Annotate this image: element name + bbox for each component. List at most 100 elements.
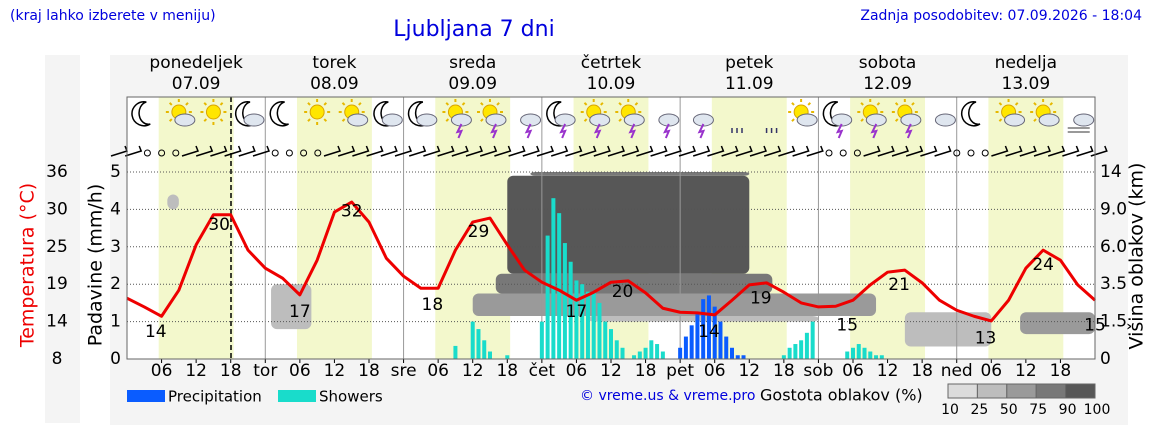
temperature-label: 17: [566, 302, 588, 322]
cloud-scale-bin: [1007, 384, 1036, 398]
precip-bar: [793, 344, 797, 359]
precip-bar: [546, 236, 550, 359]
day-date: 09.09: [448, 74, 497, 94]
precip-bar: [799, 340, 803, 359]
cloud: [417, 114, 437, 126]
day-name: nedelja: [995, 53, 1057, 73]
day-date: 08.09: [310, 74, 359, 94]
day-name: sreda: [449, 53, 496, 73]
precip-bar: [649, 340, 653, 359]
cloud: [797, 114, 817, 126]
x-tick-label: ned: [941, 361, 973, 381]
precip-bar: [597, 303, 601, 359]
cloud-scale-label: 90: [1059, 402, 1077, 418]
temperature-label: 29: [468, 222, 490, 242]
legend-swatch: [278, 390, 316, 402]
precip-bar: [632, 355, 636, 359]
temperature-tick-label: 19: [46, 274, 68, 294]
precip-bar: [644, 348, 648, 359]
legend-label: Showers: [319, 388, 383, 406]
y2-tick-label: 3.5: [1100, 274, 1127, 294]
cloud: [382, 114, 402, 126]
precip-bar: [782, 355, 786, 359]
day-name: sobota: [859, 53, 917, 73]
x-tick-label: 06: [704, 361, 726, 381]
precip-bar: [863, 348, 867, 359]
temperature-axis-label: Temperatura (°C): [17, 183, 39, 348]
temperature-tick-label: 30: [46, 199, 68, 219]
precip-bar: [730, 348, 734, 359]
y-tick-label: 1: [110, 312, 121, 332]
x-tick-label: sob: [803, 361, 833, 381]
temperature-label: 13: [975, 329, 997, 349]
temperature-label: 21: [888, 275, 910, 295]
precip-bar: [505, 355, 509, 359]
x-tick-label: čet: [529, 361, 556, 381]
precip-bar: [615, 340, 619, 359]
sun: [310, 105, 324, 119]
y-axis-label: Padavine (mm/h): [85, 184, 107, 347]
x-tick-label: 06: [289, 361, 311, 381]
precip-bar: [655, 344, 659, 359]
day-date: 12.09: [863, 74, 912, 94]
cloud: [1005, 114, 1025, 126]
x-tick-label: 18: [496, 361, 518, 381]
x-tick-label: 06: [427, 361, 449, 381]
temperature-label: 32: [341, 202, 363, 222]
precip-bar: [471, 322, 475, 359]
temperature-tick-label: 14: [46, 312, 68, 332]
precip-bar: [603, 322, 607, 359]
cloud: [1074, 114, 1094, 126]
x-tick-label: 12: [877, 361, 899, 381]
precip-bar: [609, 329, 613, 359]
precip-bar: [736, 355, 740, 359]
precip-bar: [678, 348, 682, 359]
day-name: ponedeljek: [149, 53, 243, 73]
chart-title: Ljubljana 7 dni: [393, 17, 554, 42]
x-tick-label: sre: [391, 361, 417, 381]
x-tick-label: 18: [635, 361, 657, 381]
credit: © vreme.us & vreme.pro: [580, 388, 755, 404]
temperature-label: 18: [422, 295, 444, 315]
x-tick-label: 18: [220, 361, 242, 381]
cloud-scale-label: 100: [1084, 402, 1111, 418]
cloud-cell: [530, 172, 749, 176]
precip-bar: [551, 198, 555, 359]
y2-tick-label: 0: [1100, 349, 1111, 369]
day-name: torek: [312, 53, 356, 73]
day-date: 10.09: [587, 74, 636, 94]
cloud-scale-label: 75: [1029, 402, 1047, 418]
x-tick-label: 06: [980, 361, 1002, 381]
y2-axis-label: Višina oblakov (km): [1126, 163, 1148, 350]
temperature-label: 14: [698, 322, 720, 342]
cloud: [935, 114, 955, 126]
y2-tick-label: 6.0: [1100, 237, 1127, 257]
cloud-scale-bin: [1036, 384, 1065, 398]
precip-bar: [638, 352, 642, 359]
day-date: 11.09: [725, 74, 774, 94]
precip-bar: [453, 346, 457, 359]
cloud: [348, 114, 368, 126]
day-date: 07.09: [172, 74, 221, 94]
temperature-label: 17: [289, 302, 311, 322]
cloud: [1039, 114, 1059, 126]
cloud-legend-title: Gostota oblakov (%): [760, 386, 923, 405]
y-tick-label: 0: [110, 349, 121, 369]
temperature-label: 24: [1032, 255, 1054, 275]
cloud-scale-bin: [948, 384, 977, 398]
precip-bar: [857, 344, 861, 359]
temperature-label: 14: [145, 322, 167, 342]
x-tick-label: 12: [185, 361, 207, 381]
temperature-tick-label: 8: [52, 349, 63, 369]
cloud-scale-bin: [977, 384, 1006, 398]
precip-bar: [684, 337, 688, 359]
y-tick-label: 5: [110, 162, 121, 182]
cloud-scale-label: 10: [941, 402, 959, 418]
precip-bar: [592, 292, 596, 359]
x-tick-label: 12: [324, 361, 346, 381]
y2-tick-label: 9.0: [1100, 199, 1127, 219]
cloud: [175, 114, 195, 126]
precip-bar: [661, 352, 665, 359]
temperature-label: 15: [836, 315, 858, 335]
